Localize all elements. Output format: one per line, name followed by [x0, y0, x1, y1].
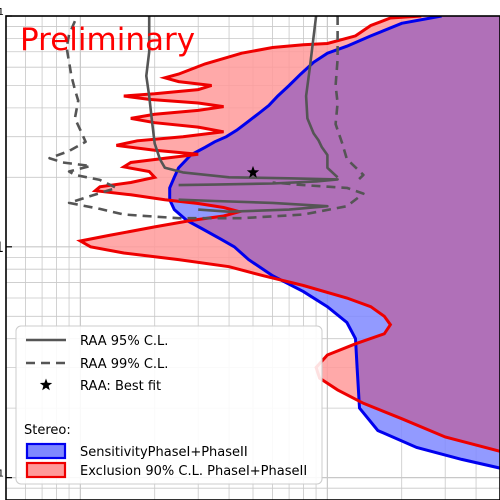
- raa-95-contour: [304, 16, 339, 179]
- best-fit-star: [246, 165, 260, 178]
- legend-label: RAA 95% C.L.: [80, 334, 168, 349]
- legend-star-icon: [39, 378, 53, 391]
- raa-contours: [48, 16, 365, 220]
- legend-group-title: Stereo:: [24, 423, 71, 438]
- legend-label: RAA 99% C.L.: [80, 357, 168, 372]
- raa-95-contour: [145, 16, 339, 187]
- raa-95-contour: [178, 198, 329, 213]
- legend-label: Exclusion 90% C.L. PhaseI+PhaseII: [80, 464, 307, 479]
- legend-sensitivity-swatch: [25, 442, 67, 460]
- legend-label: SensitivityPhaseI+PhaseII: [80, 445, 248, 460]
- raa-99-contour: [48, 20, 365, 220]
- y-axis-ticks: 101 1 10-1: [0, 7, 12, 487]
- legend-exclusion-swatch: [25, 461, 67, 479]
- best-fit-marker: [246, 165, 260, 178]
- exclusion-contour-line: [76, 16, 500, 453]
- y-tick-label: 10-1: [0, 469, 4, 487]
- preliminary-stamp: Preliminary: [20, 22, 195, 58]
- sensitivity-contour-line: [168, 16, 500, 470]
- y-tick-label: 101: [0, 7, 4, 25]
- legend-label: RAA: Best fit: [80, 379, 161, 394]
- legend: RAA 95% C.L. RAA 99% C.L. RAA: Best fit Ste…: [15, 325, 323, 485]
- raa-99-contour: [334, 16, 365, 184]
- legend-box: [15, 325, 323, 485]
- plot-frame: [5, 15, 500, 500]
- y-tick-label: 1: [0, 240, 4, 256]
